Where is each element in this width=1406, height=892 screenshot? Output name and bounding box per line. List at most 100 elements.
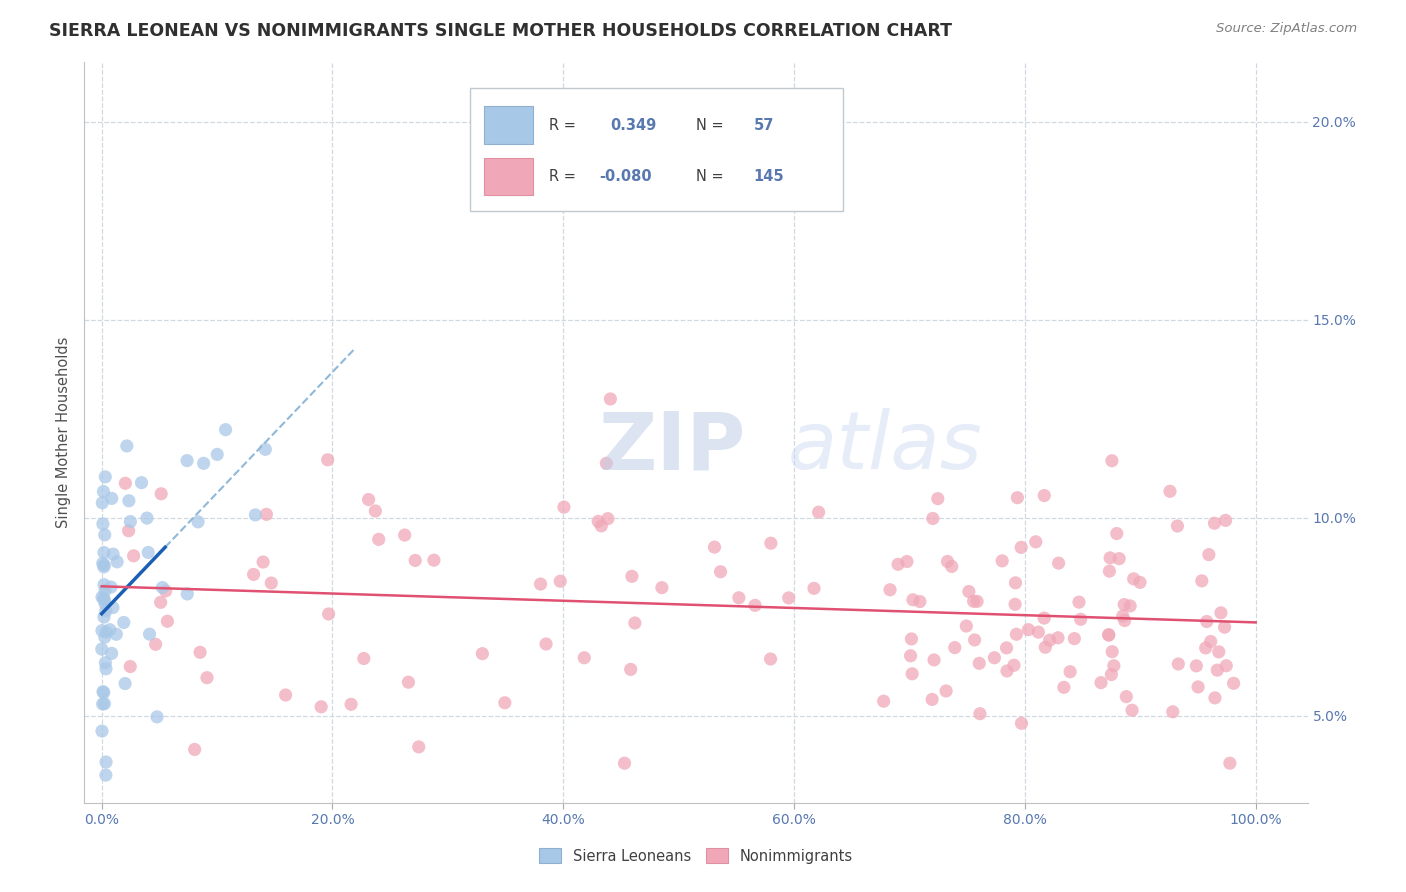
Point (599, 392, 621, 406)
Point (778, 591, 800, 605)
Point (759, 652, 782, 666)
Point (1017, 623, 1039, 637)
Point (966, 594, 988, 608)
Point (91, 496, 114, 510)
Point (120, 659, 142, 673)
Text: N =: N = (696, 118, 724, 133)
Point (117, 524, 139, 538)
Point (1222, 676, 1244, 690)
Point (423, 553, 446, 567)
Point (242, 567, 264, 582)
Point (1187, 680, 1209, 694)
Legend: Sierra Leoneans, Nonimmigrants: Sierra Leoneans, Nonimmigrants (534, 842, 858, 870)
Point (1159, 484, 1181, 499)
Point (1098, 564, 1121, 578)
Point (96, 624, 118, 639)
Point (1112, 609, 1135, 624)
Point (91, 624, 114, 638)
Point (1004, 575, 1026, 590)
Point (1011, 716, 1033, 731)
Point (309, 699, 332, 714)
Point (91, 590, 114, 604)
Point (1166, 519, 1188, 533)
Point (1185, 658, 1208, 673)
Point (394, 528, 416, 542)
Point (91, 516, 114, 531)
Point (101, 600, 124, 615)
Point (1033, 611, 1056, 625)
Point (146, 710, 169, 724)
Point (1122, 572, 1144, 586)
Point (803, 582, 825, 596)
Point (1067, 595, 1090, 609)
Point (1099, 667, 1122, 681)
Point (364, 504, 387, 518)
Point (967, 657, 990, 671)
Point (1114, 598, 1136, 612)
Point (187, 515, 209, 529)
Text: N =: N = (696, 169, 724, 184)
Point (120, 515, 142, 529)
Point (150, 487, 173, 501)
Point (548, 574, 571, 589)
Text: atlas: atlas (787, 409, 983, 486)
Point (357, 492, 380, 507)
Point (1215, 513, 1237, 527)
Point (1199, 634, 1222, 648)
Point (114, 476, 136, 491)
Point (98, 623, 121, 637)
Point (105, 555, 128, 569)
Point (1121, 703, 1143, 717)
Point (1115, 690, 1137, 704)
Point (205, 447, 228, 461)
Point (105, 627, 128, 641)
Point (101, 547, 124, 561)
Point (620, 569, 643, 583)
Text: -0.080: -0.080 (599, 169, 652, 184)
Text: ZIP: ZIP (598, 409, 745, 486)
Point (1063, 632, 1085, 646)
Point (613, 756, 636, 771)
Point (586, 514, 609, 528)
Point (94, 656, 117, 670)
Text: SIERRA LEONEAN VS NONIMMIGRANTS SINGLE MOTHER HOUSEHOLDS CORRELATION CHART: SIERRA LEONEAN VS NONIMMIGRANTS SINGLE M… (49, 22, 952, 40)
Point (1209, 606, 1232, 620)
Point (1219, 756, 1241, 771)
Point (94, 755, 117, 769)
Point (1004, 597, 1026, 611)
FancyBboxPatch shape (484, 106, 533, 144)
Point (807, 505, 830, 519)
Point (1206, 663, 1229, 677)
Point (1204, 690, 1226, 705)
Point (1025, 534, 1047, 549)
Point (1090, 675, 1112, 690)
FancyBboxPatch shape (470, 88, 842, 211)
Point (553, 500, 575, 515)
Point (983, 650, 1005, 665)
Point (991, 554, 1014, 568)
Point (1204, 516, 1226, 531)
Text: R =: R = (550, 118, 576, 133)
Point (176, 453, 198, 467)
Point (1119, 599, 1142, 613)
Point (943, 640, 966, 655)
Point (901, 666, 924, 681)
Point (1129, 575, 1152, 590)
Y-axis label: Single Mother Households: Single Mother Households (56, 337, 72, 528)
Point (1215, 658, 1237, 673)
Point (1198, 548, 1220, 562)
Point (957, 584, 980, 599)
Point (703, 540, 725, 554)
Point (529, 577, 551, 591)
Point (94, 768, 117, 782)
Text: Source: ZipAtlas.com: Source: ZipAtlas.com (1216, 22, 1357, 36)
Point (254, 508, 277, 522)
Point (100, 491, 122, 506)
Point (93, 697, 115, 711)
Point (188, 645, 211, 659)
Point (176, 587, 198, 601)
Point (274, 688, 297, 702)
Point (94, 528, 117, 542)
Point (995, 640, 1018, 655)
Point (922, 653, 945, 667)
